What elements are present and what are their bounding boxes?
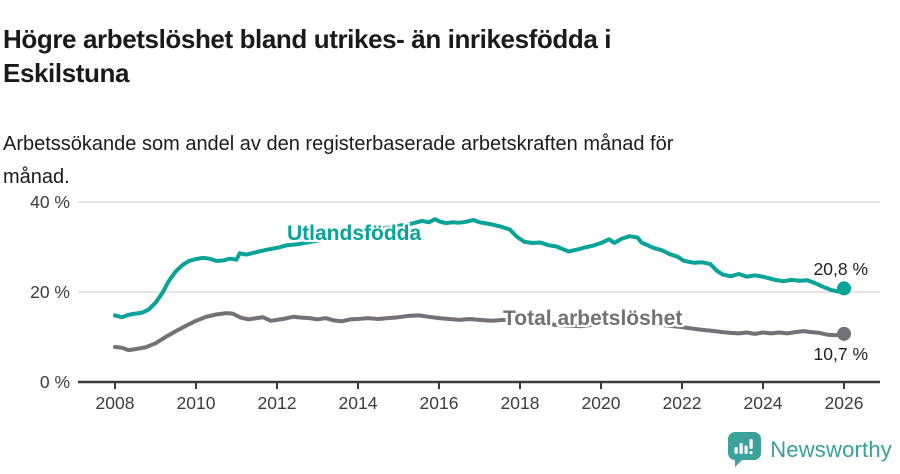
x-tick-label: 2022 <box>663 393 702 413</box>
y-tick-label: 40 % <box>30 192 70 212</box>
mini-bar-chart-glyph <box>734 439 753 455</box>
x-tick-label: 2020 <box>582 393 621 413</box>
series-end-dot <box>837 281 851 296</box>
x-tick-label: 2016 <box>420 393 459 413</box>
x-tick-label: 2010 <box>177 393 216 413</box>
newsworthy-logo-text: Newsworthy <box>770 436 892 462</box>
series-label-utlandsfodda: Utlandsfödda <box>287 222 422 245</box>
series-label-total-arbetsloshet: Total arbetslöshet <box>503 307 683 330</box>
newsworthy-logo[interactable]: Newsworthy <box>728 432 892 467</box>
end-value-label-total: 10,7 % <box>813 344 868 364</box>
chart-title-line2: Eskilstuna <box>3 58 130 89</box>
chart-title-line1: Högre arbetslöshet bland utrikes- än inr… <box>3 24 612 55</box>
x-tick-label: 2018 <box>501 393 540 413</box>
x-tick-label: 2014 <box>339 393 378 413</box>
series-line <box>113 311 846 353</box>
x-tick-label: 2008 <box>96 393 135 413</box>
chart-title: Högre arbetslöshet bland utrikes- än inr… <box>3 22 823 90</box>
series-end-dot <box>837 326 851 341</box>
x-tick-label: 2012 <box>258 393 297 413</box>
newsworthy-logo-icon <box>728 432 762 467</box>
end-value-label-utlandsfodda: 20,8 % <box>813 259 868 279</box>
chart-subtitle-line1: Arbetssökande som andel av den registerb… <box>3 133 674 155</box>
x-tick-label: 2024 <box>744 393 783 413</box>
chart-subtitle-line2: månad. <box>3 166 70 188</box>
x-tick-label: 2026 <box>825 393 864 413</box>
y-tick-label: 20 % <box>30 282 70 302</box>
series-line <box>113 217 846 320</box>
y-tick-label: 0 % <box>40 372 70 392</box>
chart-subtitle: Arbetssökande som andel av den registerb… <box>3 128 863 194</box>
